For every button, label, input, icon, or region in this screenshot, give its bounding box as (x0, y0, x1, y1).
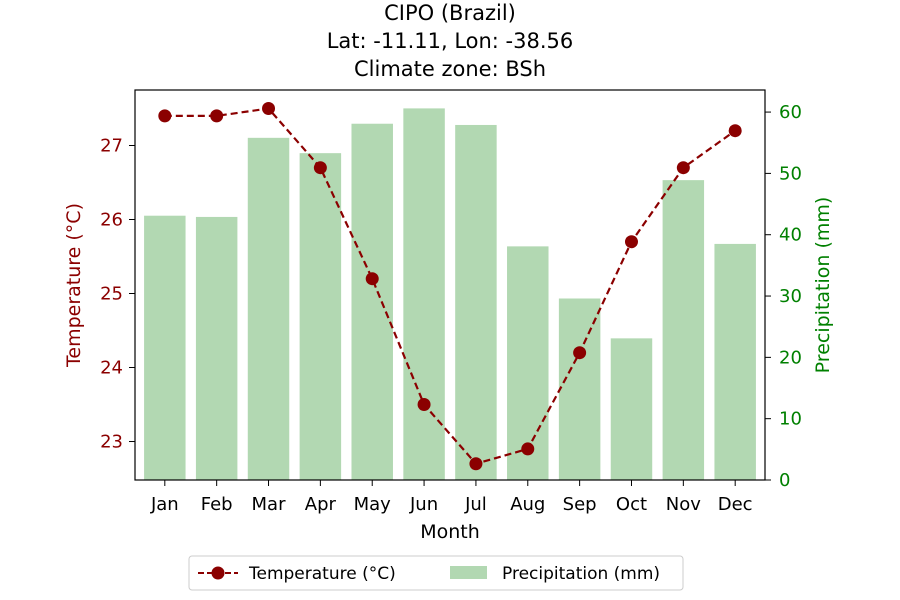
temperature-point (521, 442, 535, 456)
x-axis-ticks: Jan Feb Mar Apr May Jun Jul Aug Sep Oct Nov Dec (150, 480, 753, 515)
precipitation-bar (610, 338, 653, 480)
precipitation-bar (144, 215, 186, 480)
right-axis-ticks: 0 10 20 30 40 50 60 (765, 102, 802, 491)
precipitation-bar (507, 246, 549, 480)
right-tick-label: 20 (779, 347, 802, 368)
legend-precipitation-swatch (450, 566, 487, 579)
left-tick-label: 27 (100, 136, 123, 157)
x-tick-label: Jan (150, 494, 179, 515)
precipitation-bar (662, 180, 705, 480)
right-tick-label: 50 (779, 163, 802, 184)
legend-temperature-marker (211, 566, 225, 580)
precipitation-bars (144, 108, 756, 481)
x-tick-label: Jul (464, 494, 487, 515)
x-tick-label: Mar (252, 494, 287, 515)
chart-title-line: Climate zone: BSh (354, 57, 546, 81)
precipitation-bar (247, 137, 290, 480)
right-tick-label: 30 (779, 286, 802, 307)
temperature-point (417, 398, 431, 412)
precipitation-bar (403, 108, 445, 480)
temperature-point (624, 235, 638, 249)
temperature-point (728, 124, 742, 138)
temperature-point (676, 161, 690, 175)
left-axis-ticks: 23 24 25 26 27 (100, 136, 135, 453)
x-tick-label: Dec (718, 494, 753, 515)
x-tick-label: Oct (616, 494, 647, 515)
precipitation-bar (195, 216, 238, 480)
left-tick-label: 23 (100, 432, 123, 453)
temperature-point (469, 457, 483, 471)
x-tick-label: Aug (510, 494, 545, 515)
precipitation-bar (455, 124, 497, 481)
temperature-point (365, 272, 379, 286)
x-tick-label: Apr (305, 494, 337, 515)
temperature-line (158, 102, 742, 471)
precipitation-bar (351, 123, 393, 481)
x-tick-label: Feb (201, 494, 233, 515)
left-tick-label: 25 (100, 284, 123, 305)
x-axis-label: Month (420, 521, 480, 543)
precipitation-bar (714, 243, 756, 480)
temperature-point (262, 102, 276, 116)
chart-title: CIPO (Brazil) Lat: -11.11, Lon: -38.56 Cli… (327, 1, 574, 81)
right-tick-label: 0 (779, 470, 790, 491)
left-tick-label: 26 (100, 210, 123, 231)
legend: Temperature (°C) Precipitation (mm) (188, 555, 684, 591)
x-tick-label: Sep (563, 494, 597, 515)
x-tick-label: May (354, 494, 392, 515)
left-axis-label: Temperature (°C) (63, 203, 85, 368)
right-axis-label: Precipitation (mm) (812, 197, 834, 374)
x-tick-label: Nov (666, 494, 701, 515)
right-tick-label: 10 (779, 409, 802, 430)
legend-precipitation-label: Precipitation (mm) (502, 564, 660, 584)
chart-title-line: Lat: -11.11, Lon: -38.56 (327, 29, 574, 53)
temperature-point (313, 161, 327, 175)
chart-title-line: CIPO (Brazil) (384, 1, 516, 25)
right-tick-label: 40 (779, 225, 802, 246)
temperature-point (573, 346, 587, 360)
precipitation-bar (558, 298, 601, 480)
temperature-point (210, 109, 224, 123)
temperature-point (158, 109, 172, 123)
legend-temperature-label: Temperature (°C) (248, 564, 396, 584)
precipitation-bar (299, 153, 342, 480)
right-tick-label: 60 (779, 102, 802, 123)
x-tick-label: Jun (409, 494, 438, 515)
plot-frame (134, 89, 766, 481)
left-tick-label: 24 (100, 358, 123, 379)
legend-box (188, 555, 684, 591)
